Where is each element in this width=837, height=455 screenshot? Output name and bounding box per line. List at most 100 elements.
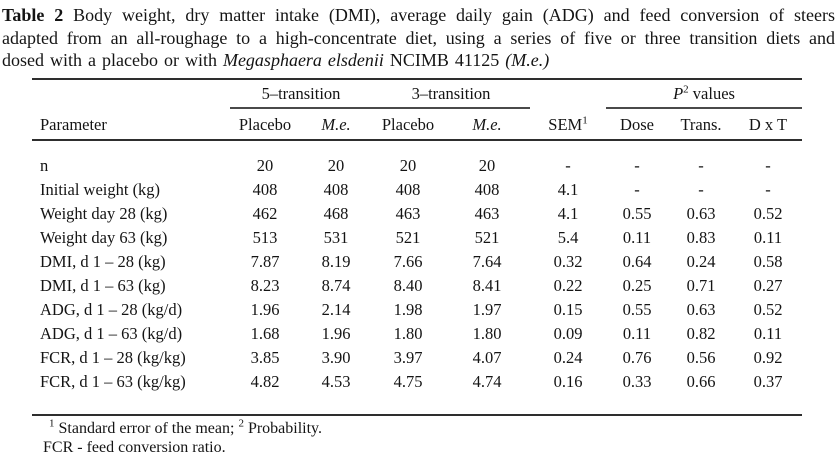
table-row: DMI, d 1 – 63 (kg) 8.23 8.74 8.40 8.41 0… bbox=[32, 274, 802, 298]
cell-placebo-5: 462 bbox=[252, 203, 278, 223]
cell-p-trans: 0.66 bbox=[686, 371, 716, 391]
cell-p-dxt: - bbox=[765, 179, 771, 199]
column-header-sem: SEM1 bbox=[530, 115, 606, 135]
cell-p-dxt: 0.11 bbox=[753, 227, 783, 247]
cell-sem: 0.22 bbox=[553, 275, 583, 295]
cell-placebo-3: 1.80 bbox=[393, 323, 423, 343]
cell-placebo-3: 8.40 bbox=[393, 275, 423, 295]
cell-sem: 0.32 bbox=[553, 251, 583, 271]
group-header-5-transition: 5–transition bbox=[261, 83, 341, 103]
table-row: Weight day 28 (kg) 462 468 463 463 4.1 0… bbox=[32, 202, 802, 226]
cell-p-trans: 0.71 bbox=[686, 275, 716, 295]
cell-sem: 0.09 bbox=[553, 323, 583, 343]
cell-p-dose: 0.25 bbox=[622, 275, 652, 295]
cell-placebo-5: 3.85 bbox=[250, 347, 280, 367]
column-header-trans: Trans. bbox=[680, 114, 722, 134]
cell-placebo-3: 7.66 bbox=[393, 251, 423, 271]
cell-p-dxt: 0.52 bbox=[753, 299, 783, 319]
cell-p-dxt: 0.37 bbox=[753, 371, 783, 391]
cell-me-5: 4.53 bbox=[321, 371, 351, 391]
table-footnotes: 1 Standard error of the mean; 2 Probabil… bbox=[32, 417, 837, 455]
cell-me-5: 2.14 bbox=[321, 299, 351, 319]
cell-p-dose: 0.76 bbox=[622, 347, 652, 367]
cell-p-dose: 0.55 bbox=[622, 299, 652, 319]
row-parameter-label: Weight day 28 (kg) bbox=[40, 203, 168, 223]
cell-me-5: 20 bbox=[327, 155, 345, 175]
cell-me-5: 408 bbox=[323, 179, 349, 199]
cell-sem: 4.1 bbox=[557, 203, 579, 223]
column-header-placebo-5: Placebo bbox=[238, 114, 292, 134]
group-header-3-transition: 3–transition bbox=[411, 83, 491, 103]
cell-me-3: 408 bbox=[474, 179, 500, 199]
cell-sem: 0.15 bbox=[553, 299, 583, 319]
sem-superscript: 1 bbox=[582, 114, 588, 126]
cell-me-3: 463 bbox=[474, 203, 500, 223]
cell-me-3: 20 bbox=[478, 155, 496, 175]
cell-placebo-3: 3.97 bbox=[393, 347, 423, 367]
row-parameter-label: DMI, d 1 – 28 (kg) bbox=[40, 251, 166, 271]
caption-strain: NCIMB 41125 bbox=[383, 50, 506, 70]
cell-placebo-3: 408 bbox=[395, 179, 421, 199]
cell-me-3: 4.07 bbox=[472, 347, 502, 367]
cell-placebo-5: 513 bbox=[252, 227, 278, 247]
cell-p-dose: 0.64 bbox=[622, 251, 652, 271]
caption-label: Table 2 bbox=[2, 5, 64, 25]
cell-me-5: 3.90 bbox=[321, 347, 351, 367]
row-parameter-label: FCR, d 1 – 28 (kg/kg) bbox=[40, 347, 186, 367]
cell-p-dose: - bbox=[634, 179, 640, 199]
cell-me-5: 8.74 bbox=[321, 275, 351, 295]
cell-placebo-3: 463 bbox=[395, 203, 421, 223]
footnote-sup-2: 2 bbox=[238, 417, 244, 430]
table-row: ADG, d 1 – 63 (kg/d) 1.68 1.96 1.80 1.80… bbox=[32, 322, 802, 346]
cell-p-trans: 0.63 bbox=[686, 203, 716, 223]
cell-me-5: 8.19 bbox=[321, 251, 351, 271]
cell-me-5: 531 bbox=[323, 227, 349, 247]
group-header-p-values: P2 values bbox=[606, 80, 802, 109]
cell-placebo-3: 521 bbox=[395, 227, 421, 247]
footnote-sup-1: 1 bbox=[49, 417, 55, 430]
cell-p-trans: 0.63 bbox=[686, 299, 716, 319]
cell-placebo-5: 4.82 bbox=[250, 371, 280, 391]
cell-placebo-5: 1.96 bbox=[250, 299, 280, 319]
column-header-dxt: D x T bbox=[748, 114, 788, 134]
cell-placebo-5: 408 bbox=[252, 179, 278, 199]
cell-me-5: 1.96 bbox=[321, 323, 351, 343]
cell-me-3: 1.80 bbox=[472, 323, 502, 343]
cell-sem: 5.4 bbox=[557, 227, 579, 247]
cell-sem: 0.24 bbox=[553, 347, 583, 367]
cell-p-dxt: 0.52 bbox=[753, 203, 783, 223]
cell-p-trans: 0.82 bbox=[686, 323, 716, 343]
group-header-row: 5–transition 3–transition P2 values bbox=[32, 77, 802, 109]
caption-text: Body weight, dry matter intake (DMI), av… bbox=[2, 5, 835, 70]
p-symbol: P bbox=[673, 83, 684, 103]
cell-sem: 4.1 bbox=[557, 179, 579, 199]
table-row: FCR, d 1 – 63 (kg/kg) 4.82 4.53 4.75 4.7… bbox=[32, 370, 802, 394]
column-header-me-3: M.e. bbox=[472, 114, 502, 134]
data-table: 5–transition 3–transition P2 values Para… bbox=[32, 77, 802, 416]
table-row: Weight day 63 (kg) 513 531 521 521 5.4 0… bbox=[32, 226, 802, 250]
table-row: DMI, d 1 – 28 (kg) 7.87 8.19 7.66 7.64 0… bbox=[32, 250, 802, 274]
transition-groups-underline: 5–transition 3–transition bbox=[230, 80, 530, 109]
row-parameter-label: Weight day 63 (kg) bbox=[40, 227, 168, 247]
cell-placebo-3: 20 bbox=[399, 155, 417, 175]
cell-me-3: 4.74 bbox=[472, 371, 502, 391]
cell-sem: 0.16 bbox=[553, 371, 583, 391]
cell-p-trans: 0.56 bbox=[686, 347, 716, 367]
cell-p-trans: 0.24 bbox=[686, 251, 716, 271]
p-values-label: P2 values bbox=[673, 84, 735, 104]
row-parameter-label: n bbox=[40, 155, 49, 175]
row-parameter-label: DMI, d 1 – 63 (kg) bbox=[40, 275, 166, 295]
cell-p-dxt: 0.58 bbox=[753, 251, 783, 271]
cell-p-dose: 0.11 bbox=[622, 227, 652, 247]
cell-me-3: 8.41 bbox=[472, 275, 502, 295]
column-header-parameter: Parameter bbox=[40, 114, 107, 134]
cell-p-trans: 0.83 bbox=[686, 227, 716, 247]
cell-p-dose: 0.33 bbox=[622, 371, 652, 391]
cell-me-3: 7.64 bbox=[472, 251, 502, 271]
cell-me-3: 521 bbox=[474, 227, 500, 247]
cell-p-dxt: 0.11 bbox=[753, 323, 783, 343]
cell-placebo-5: 7.87 bbox=[250, 251, 280, 271]
footnote-sem-text: Standard error of the mean; bbox=[54, 419, 239, 437]
cell-me-3: 1.97 bbox=[472, 299, 502, 319]
